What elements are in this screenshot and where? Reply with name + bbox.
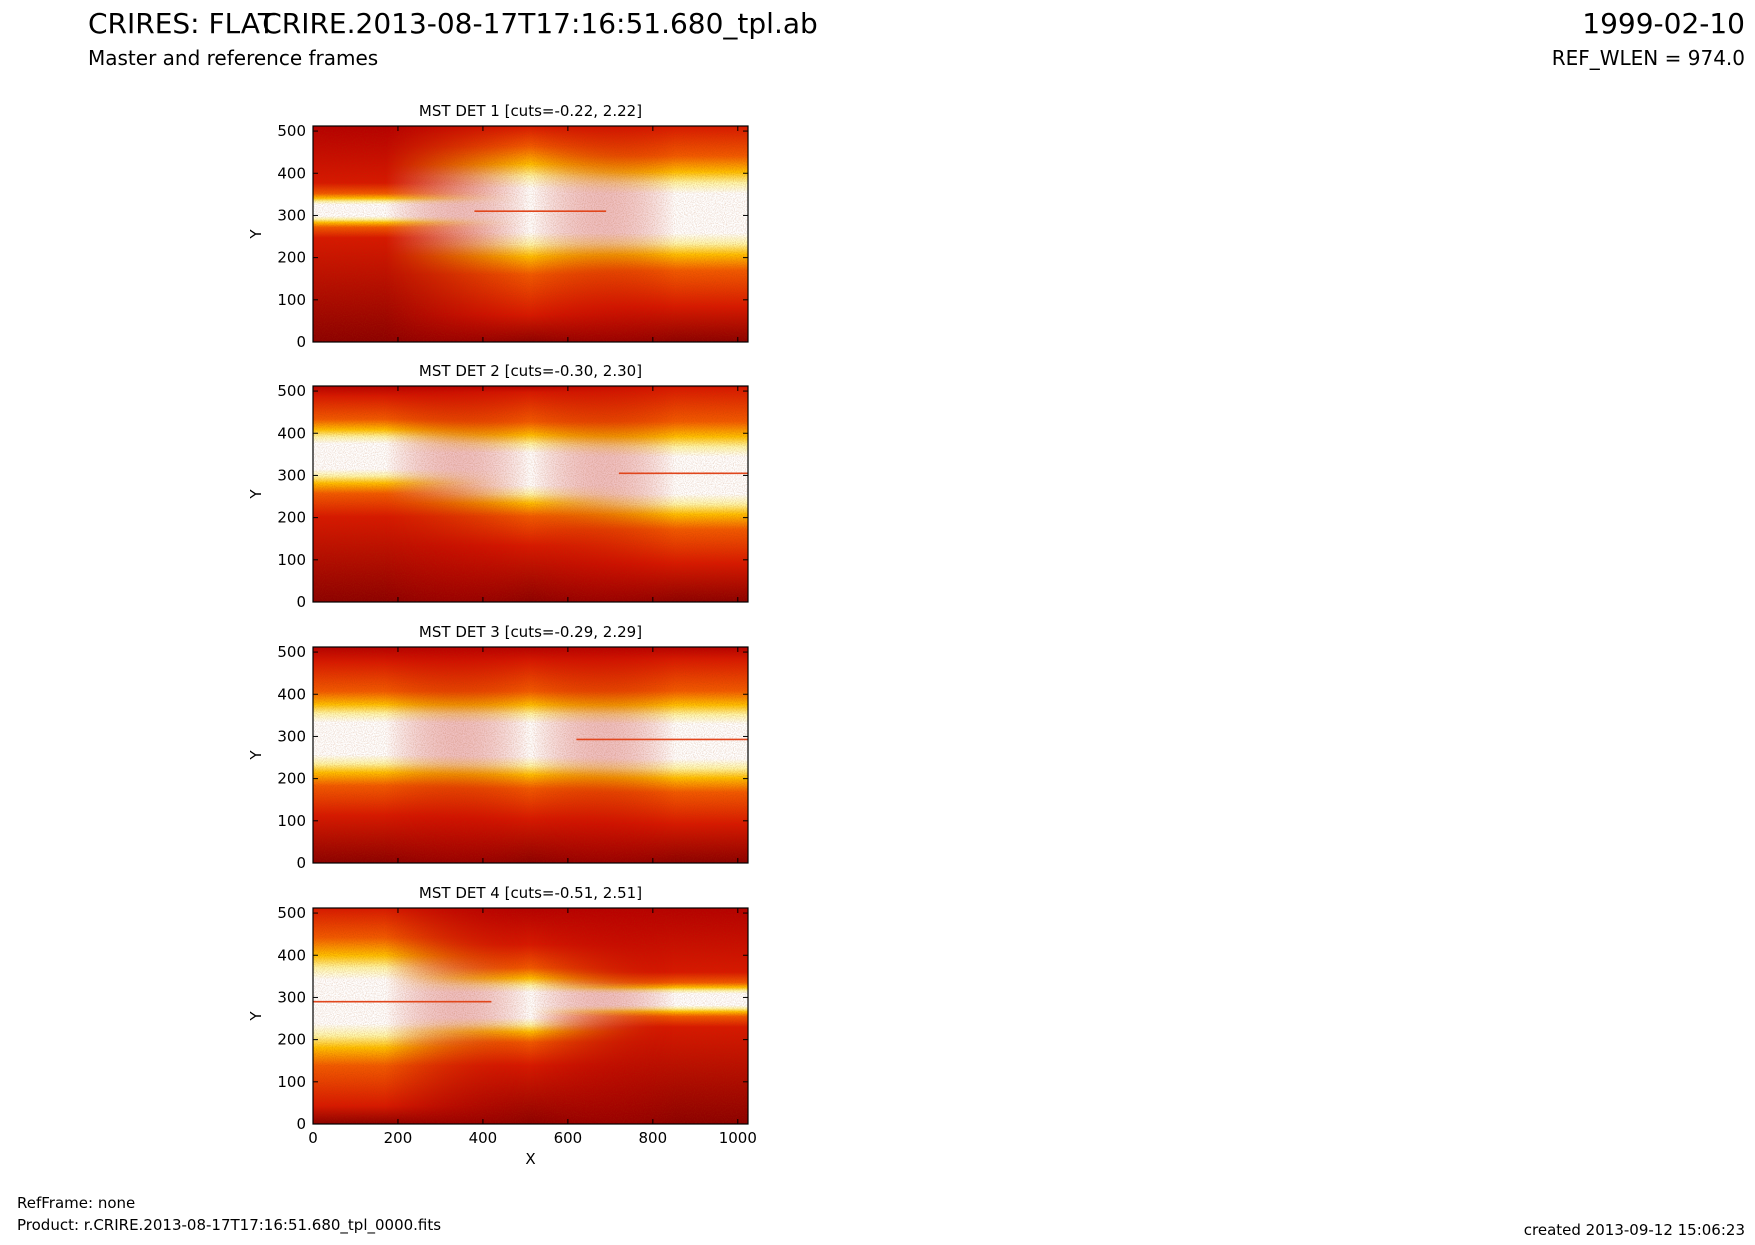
y-tick-label: 300 — [277, 727, 306, 745]
panel-title: MST DET 4 [cuts=-0.51, 2.51] — [419, 884, 642, 902]
heatmap-noise — [313, 647, 748, 863]
x-tick-label: 1000 — [719, 1129, 757, 1147]
x-tick-label: 0 — [308, 1129, 318, 1147]
y-tick-label: 300 — [277, 466, 306, 484]
header-instrument-title: CRIRES: FLAT — [88, 7, 275, 40]
y-tick-label: 400 — [277, 685, 306, 703]
y-tick-label: 200 — [277, 1031, 306, 1049]
axes-frame — [312, 646, 749, 864]
y-tick-label: 100 — [277, 1073, 306, 1091]
panel-title: MST DET 2 [cuts=-0.30, 2.30] — [419, 362, 642, 380]
header-file-title: CRIRE.2013-08-17T17:16:51.680_tpl.ab — [262, 7, 818, 40]
detector-panel-1: 0 100 200 300 400 500 MST DET 1 [cuts=-0.22, 2… — [247, 102, 749, 351]
heatmap-noise — [313, 126, 748, 342]
y-tick-label: 100 — [277, 291, 306, 309]
y-tick-label: 400 — [277, 424, 306, 442]
heatmap-image — [313, 647, 748, 863]
detector-panel-4: 0 100 200 300 400 500 0 200 400 600 800 1000 MST DET… — [247, 884, 757, 1168]
y-tick-label: 200 — [277, 249, 306, 267]
panel-title: MST DET 1 [cuts=-0.22, 2.22] — [419, 102, 642, 120]
x-tick-label: 200 — [384, 1129, 413, 1147]
header-subtitle: Master and reference frames — [88, 46, 379, 70]
y-tick-label: 500 — [277, 904, 306, 922]
y-tick-label: 0 — [296, 1115, 306, 1133]
panel-title: MST DET 3 [cuts=-0.29, 2.29] — [419, 623, 642, 641]
y-tick-label: 0 — [296, 333, 306, 351]
x-tick-label: 600 — [554, 1129, 583, 1147]
y-tick-label: 300 — [277, 206, 306, 224]
footer-ref-frame: RefFrame: none — [17, 1194, 136, 1212]
axes-frame — [312, 907, 749, 1125]
y-axis-label: Y — [247, 229, 265, 240]
heatmap-noise — [313, 908, 748, 1124]
y-axis-label: Y — [247, 489, 265, 500]
axes-frame — [312, 125, 749, 343]
detector-panel-2: 0 100 200 300 400 500 MST DET 2 [cuts=-0.30, 2… — [247, 362, 749, 611]
y-tick-label: 500 — [277, 122, 306, 140]
y-tick-label: 400 — [277, 164, 306, 182]
heatmap-noise — [313, 386, 748, 602]
header-ref-wlen: REF_WLEN = 974.0 — [1551, 46, 1745, 70]
y-tick-label: 500 — [277, 643, 306, 661]
x-tick-label: 800 — [639, 1129, 668, 1147]
y-tick-label: 400 — [277, 946, 306, 964]
heatmap-image — [313, 386, 748, 602]
y-tick-label: 500 — [277, 382, 306, 400]
heatmap-image — [313, 126, 748, 342]
y-tick-label: 100 — [277, 812, 306, 830]
axes-frame — [312, 385, 749, 603]
footer-product: Product: r.CRIRE.2013-08-17T17:16:51.680… — [17, 1216, 442, 1234]
x-axis-label: X — [525, 1150, 535, 1168]
y-tick-label: 300 — [277, 988, 306, 1006]
y-tick-label: 200 — [277, 770, 306, 788]
heatmap-image — [313, 908, 748, 1124]
y-tick-label: 200 — [277, 509, 306, 527]
y-tick-label: 0 — [296, 854, 306, 872]
header-date: 1999-02-10 — [1582, 7, 1745, 40]
footer-created: created 2013-09-12 15:06:23 — [1523, 1221, 1745, 1239]
y-tick-label: 100 — [277, 551, 306, 569]
y-axis-label: Y — [247, 1011, 265, 1022]
y-tick-label: 0 — [296, 593, 306, 611]
detector-panel-3: 0 100 200 300 400 500 MST DET 3 [cuts=-0.29, 2… — [247, 623, 749, 872]
x-tick-label: 400 — [469, 1129, 498, 1147]
y-axis-label: Y — [247, 750, 265, 761]
